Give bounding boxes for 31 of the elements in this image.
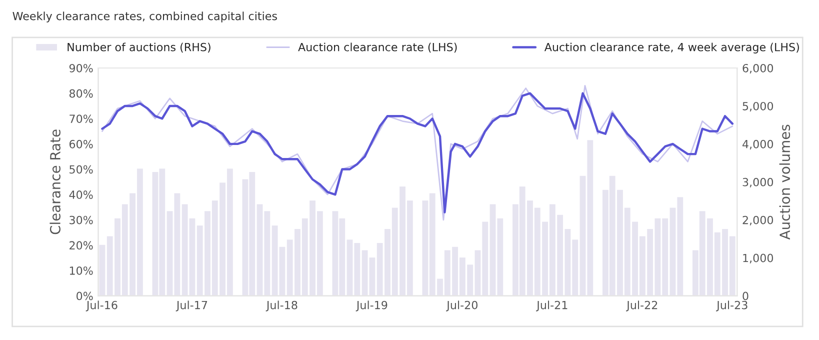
y2-tick-label: 6,000 bbox=[742, 64, 774, 74]
legend-label: Number of auctions (RHS) bbox=[68, 42, 210, 53]
x-tick-label: Jul-22 bbox=[626, 300, 658, 312]
y-tick-label: 90% bbox=[69, 64, 93, 72]
y-tick-label: 60% bbox=[70, 140, 93, 148]
y-axis-title: Clearance Rate bbox=[50, 130, 60, 234]
y2-tick-label: 0 bbox=[742, 292, 748, 300]
y2-tick-label: 5,000 bbox=[742, 102, 774, 112]
x-tick-label: Jul-23 bbox=[716, 300, 748, 312]
x-tick-label: Jul-20 bbox=[446, 300, 478, 312]
chart-title: Weekly clearance rates, combined capital cities bbox=[12, 12, 277, 22]
y-tick-label: 10% bbox=[70, 266, 93, 275]
x-tick-label: Jul-16 bbox=[86, 300, 118, 312]
y-tick-label: 30% bbox=[70, 216, 93, 224]
y2-tick-label: 2,000 bbox=[742, 216, 774, 226]
y-tick-label: 20% bbox=[70, 241, 93, 250]
y2-tick-label: 1,000 bbox=[743, 254, 774, 264]
y-tick-label: 50% bbox=[70, 165, 93, 174]
y-tick-label: 80% bbox=[69, 89, 93, 98]
y-tick-label: 0% bbox=[76, 292, 93, 300]
y-tick-label: 70% bbox=[70, 114, 93, 123]
x-tick-label: Jul-19 bbox=[356, 300, 388, 312]
x-tick-label: Jul-18 bbox=[266, 300, 298, 312]
y2-tick-label: 4,000 bbox=[742, 140, 774, 150]
legend-label: Auction clearance rate (LHS) bbox=[298, 42, 457, 53]
x-tick-label: Jul-21 bbox=[536, 300, 568, 312]
y2-tick-label: 3,000 bbox=[742, 178, 774, 188]
legend-label: Auction clearance rate, 4 week average (LHS) bbox=[544, 42, 799, 54]
x-tick-label: Jul-17 bbox=[176, 300, 208, 312]
y2-axis-title: Auction volumes bbox=[779, 124, 790, 240]
y-tick-label: 40% bbox=[69, 190, 93, 199]
